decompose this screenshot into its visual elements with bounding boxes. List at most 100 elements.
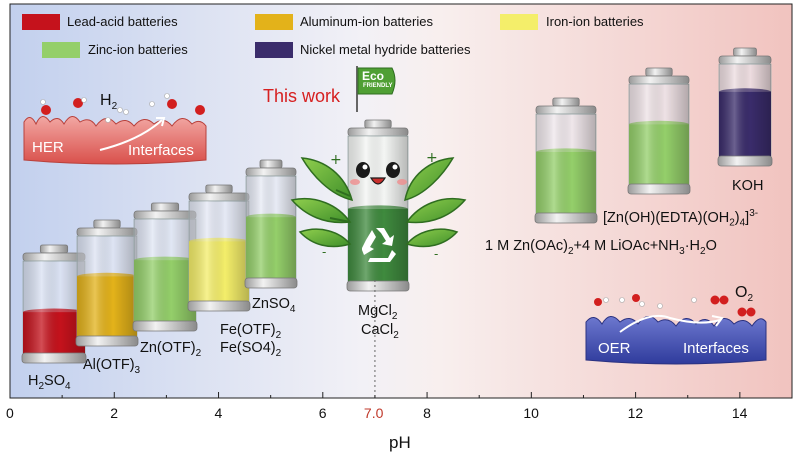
label-zn-acetate: 1 M Zn(OAc)2+4 M LiOAc+NH3·H2O — [485, 238, 717, 257]
mascot-decoration: + + - - — [290, 66, 467, 262]
legend-swatch-iron-ion — [500, 14, 538, 30]
battery-top-ring — [347, 127, 409, 137]
sparkle-icon: - — [322, 245, 326, 259]
battery-lead-acid — [21, 244, 87, 364]
battery-zinc-ion-acetate — [534, 97, 598, 224]
o2-label: O2 — [735, 284, 754, 305]
battery-iron-ion — [187, 184, 251, 312]
battery-top-ring — [76, 227, 138, 237]
h2-label: H2 — [100, 92, 118, 113]
battery-shading — [629, 84, 689, 193]
legend-swatch-nimh — [255, 42, 293, 58]
oer-interfaces-label: Interfaces — [683, 340, 749, 357]
battery-zinc-ion-znso4 — [244, 159, 298, 289]
sparkle-icon: + — [330, 152, 342, 168]
legend-swatch-lead-acid — [22, 14, 60, 30]
x-tick-label-8: 8 — [423, 405, 431, 421]
label-zn-otf: Zn(OTF)2 — [140, 340, 202, 359]
oer-inset — [585, 294, 767, 365]
battery-group — [21, 47, 773, 364]
battery-base — [534, 212, 598, 224]
legend-label-lead-acid: Lead-acid batteries — [67, 14, 178, 29]
legend-swatch-aluminum-ion — [255, 14, 293, 30]
battery-terminal — [150, 202, 180, 212]
battery-shading — [77, 236, 137, 345]
x-tick-label-14: 14 — [731, 405, 748, 421]
x-tick-label-6: 6 — [318, 405, 327, 421]
battery-shading — [23, 261, 85, 362]
legend-swatch-zinc-ion — [42, 42, 80, 58]
sparkle-icon: - — [434, 247, 438, 261]
label-mgcl2: MgCl2 — [358, 303, 398, 322]
battery-shading — [246, 176, 296, 287]
leaf-icon — [404, 157, 455, 202]
battery-nimh — [717, 47, 773, 167]
h2-bubbles — [40, 93, 205, 123]
leaf-icon — [405, 228, 459, 248]
legend-label-iron-ion: Iron-ion batteries — [546, 14, 644, 29]
label-zn-edta: [Zn(OH)(EDTA)(OH2)4]3- — [603, 208, 759, 229]
battery-top-ring — [133, 210, 197, 220]
battery-terminal — [93, 219, 121, 229]
her-inset — [23, 93, 207, 165]
battery-terminal — [645, 67, 673, 77]
battery-terminal — [364, 119, 392, 129]
legend-label-zinc-ion: Zinc-ion batteries — [88, 42, 188, 57]
battery-shading — [719, 64, 771, 165]
her-label: HER — [32, 139, 64, 156]
battery-terminal — [259, 159, 283, 169]
battery-top-ring — [245, 167, 297, 177]
x-tick-label-12: 12 — [627, 405, 644, 421]
battery-base — [132, 320, 198, 332]
label-h2so4: H2SO4 — [28, 373, 71, 392]
battery-shading — [536, 114, 596, 222]
battery-top-ring — [22, 252, 86, 262]
smile-mouth — [369, 177, 387, 185]
battery-base — [717, 155, 773, 167]
label-al-otf: Al(OTF)3 — [83, 357, 141, 376]
x-tick-label-10: 10 — [523, 405, 539, 421]
label-znso4: ZnSO4 — [252, 296, 296, 315]
battery-shading — [348, 136, 408, 290]
battery-terminal — [205, 184, 233, 194]
leaf-icon — [405, 198, 467, 224]
battery-base — [627, 183, 691, 195]
battery-aluminum-ion — [75, 219, 139, 347]
legend-label-nimh: Nickel metal hydride batteries — [300, 42, 471, 57]
her-interfaces-label: Interfaces — [128, 142, 194, 159]
battery-base — [187, 300, 251, 312]
eco-flag-text: Eco — [362, 69, 385, 83]
label-fe-otf: Fe(OTF)2 — [220, 322, 282, 341]
sparkle-icon: + — [426, 150, 438, 166]
leaf-icon — [298, 228, 352, 248]
battery-top-ring — [718, 55, 772, 65]
eye-left — [356, 162, 370, 178]
battery-top-ring — [628, 75, 690, 85]
battery-terminal — [39, 244, 69, 254]
o2-bubbles — [594, 294, 756, 317]
battery-zinc-ion-edta — [627, 67, 691, 195]
battery-zinc-ion-otf — [132, 202, 198, 332]
label-cacl2: CaCl2 — [361, 322, 399, 341]
battery-shading — [189, 201, 249, 310]
oer-label: OER — [598, 340, 631, 357]
leaf-icon — [300, 157, 354, 202]
battery-base — [346, 280, 410, 292]
x-tick-label-0: 0 — [6, 405, 14, 421]
battery-this-work — [346, 119, 410, 292]
recycle-icon — [362, 228, 396, 262]
battery-top-ring — [188, 192, 250, 202]
battery-base — [75, 335, 139, 347]
eco-flag — [357, 67, 396, 95]
battery-terminal — [552, 97, 580, 107]
x-tick-label-4: 4 — [214, 405, 223, 421]
label-koh: KOH — [732, 178, 764, 194]
eye-right — [386, 162, 400, 178]
leaf-icon — [290, 198, 352, 224]
battery-base — [244, 277, 298, 289]
battery-top-ring — [535, 105, 597, 115]
battery-terminal — [733, 47, 757, 57]
x-tick-label-2: 2 — [110, 405, 119, 421]
this-work-label: This work — [263, 86, 341, 106]
